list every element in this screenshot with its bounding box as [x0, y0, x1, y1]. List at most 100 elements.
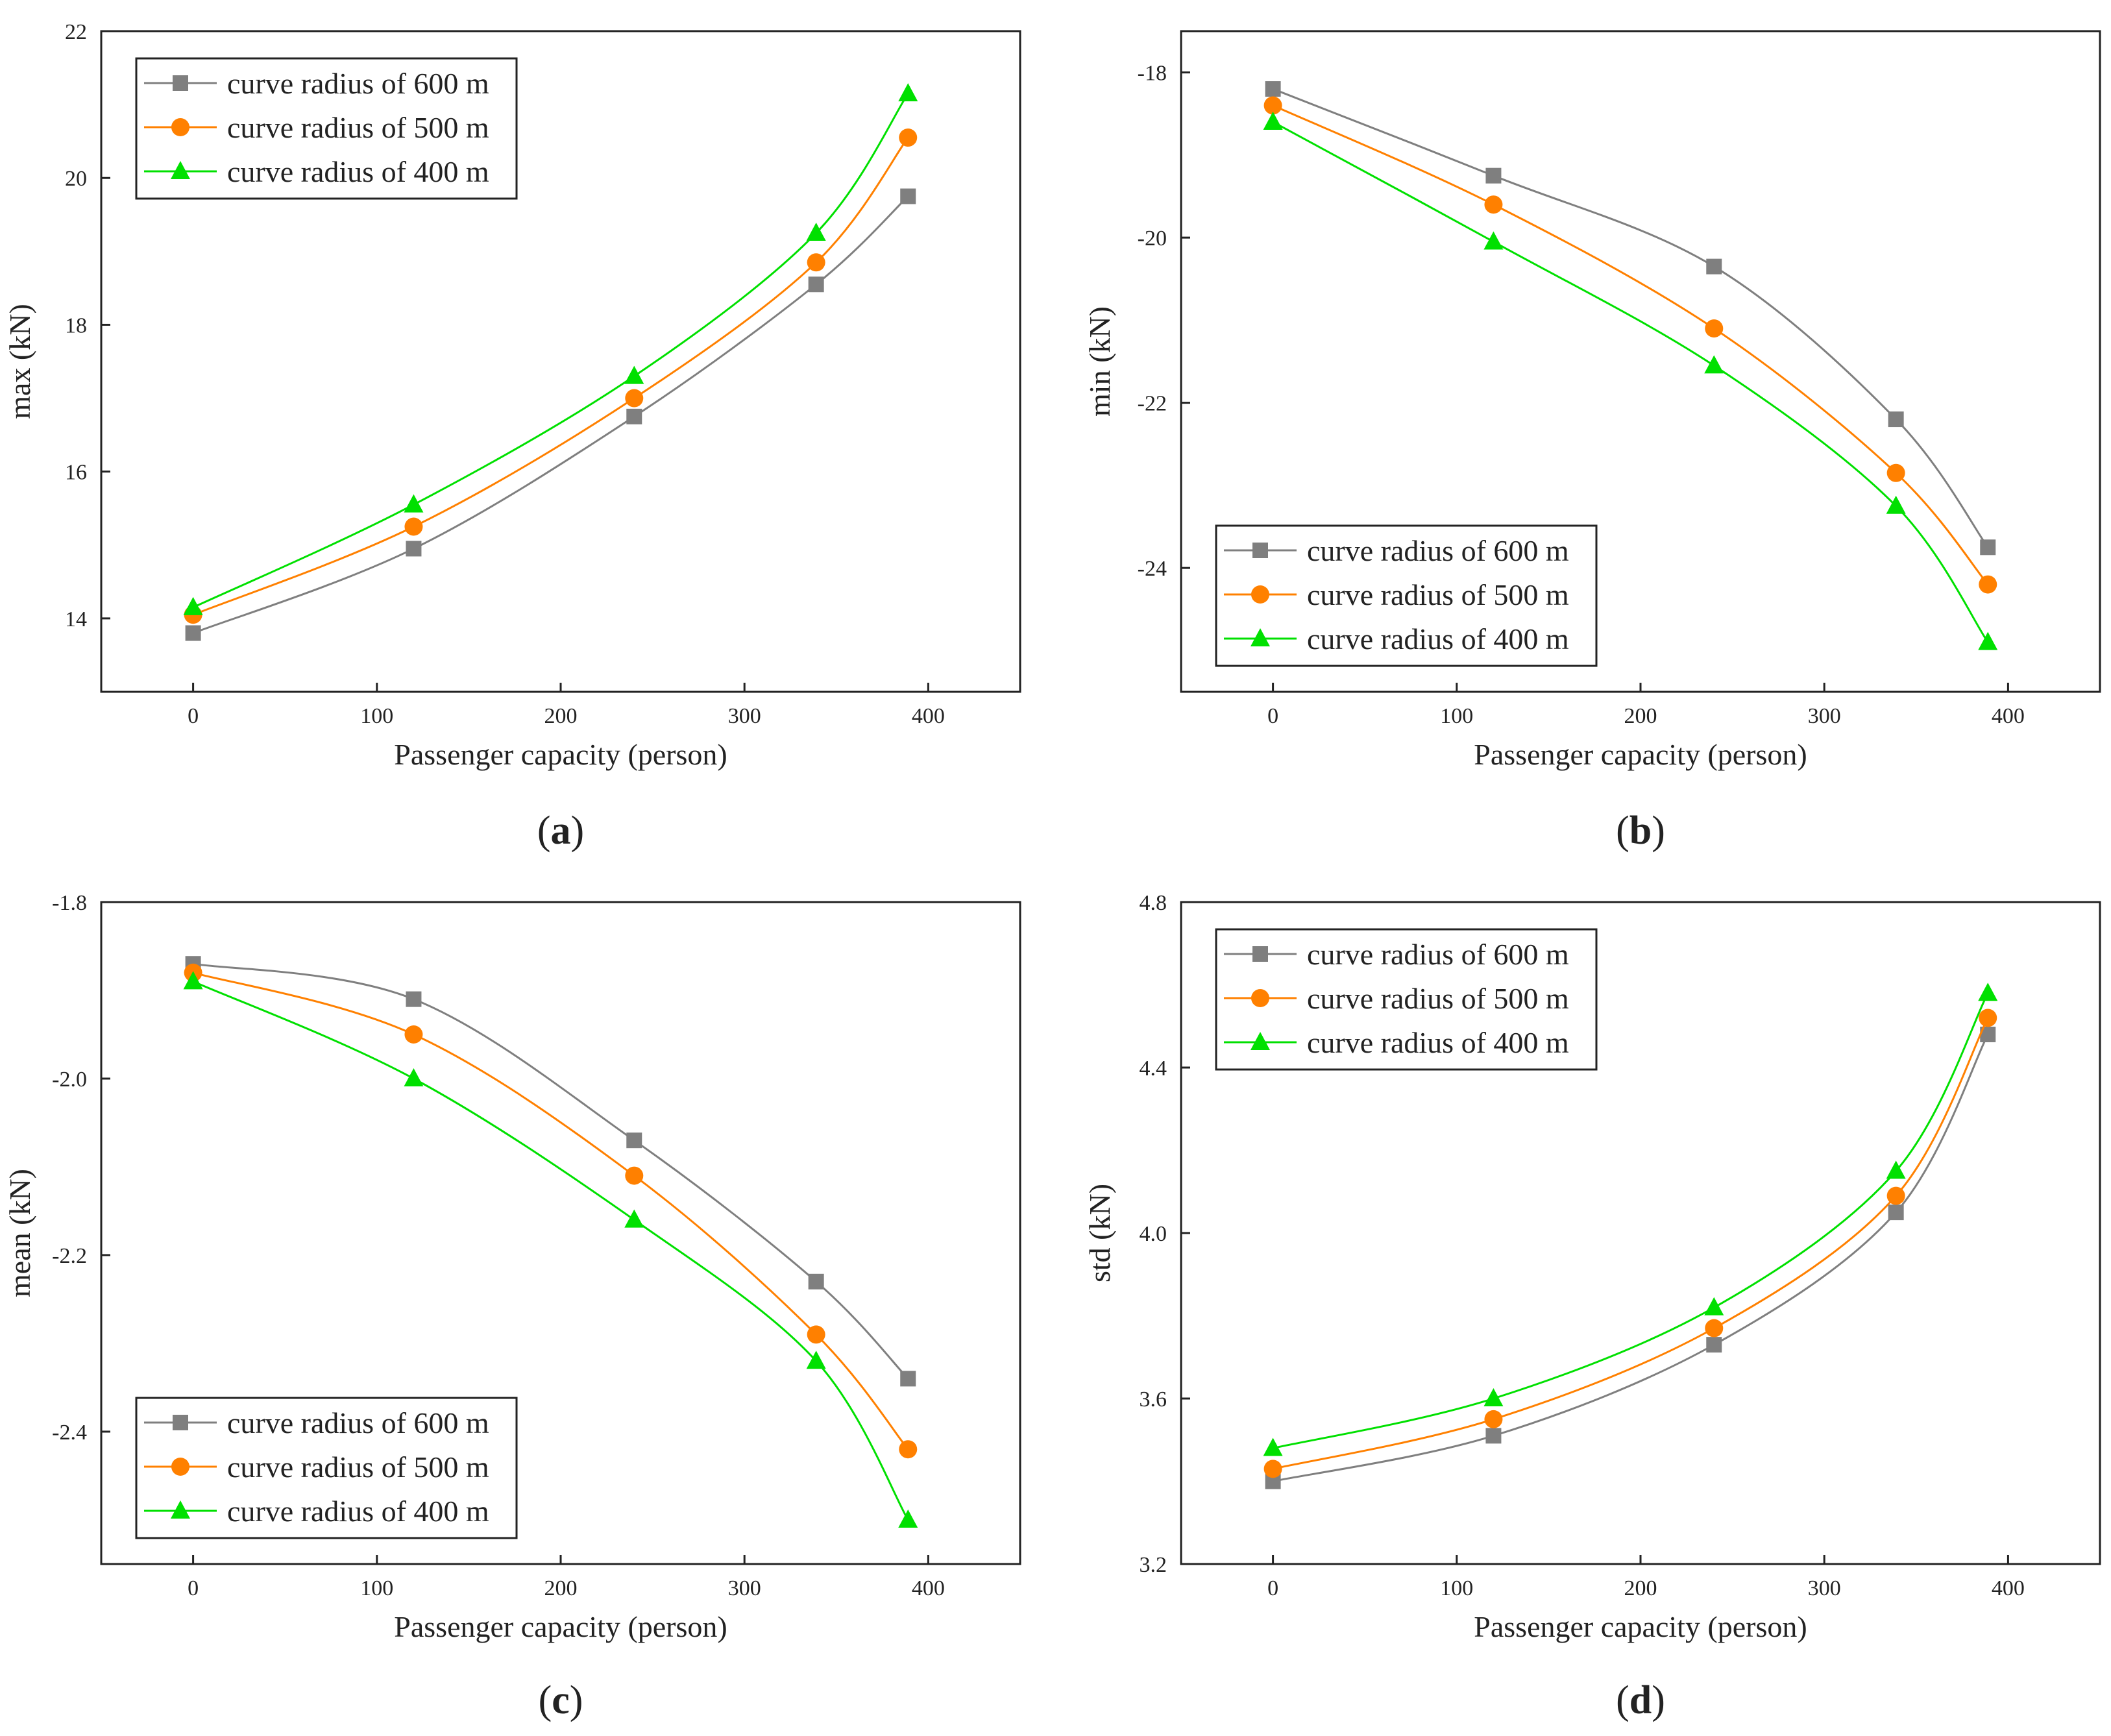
legend-label: curve radius of 600 m — [227, 1406, 489, 1439]
data-point — [807, 253, 825, 272]
data-point — [1886, 463, 1905, 482]
data-point — [1706, 258, 1722, 275]
data-point — [404, 1068, 424, 1086]
y-axis-label: std (kN) — [1083, 1184, 1116, 1282]
data-point — [806, 223, 826, 241]
data-point — [626, 1132, 642, 1149]
legend-label: curve radius of 600 m — [1307, 938, 1569, 971]
x-tick-label: 300 — [728, 1576, 761, 1600]
series-line-1 — [1273, 1034, 1989, 1482]
legend: curve radius of 600 m curve radius of 500… — [135, 1397, 518, 1539]
y-tick-label: 4.4 — [1140, 1057, 1167, 1081]
data-point — [1706, 1337, 1722, 1353]
data-point — [1485, 1428, 1502, 1444]
x-tick-label: 300 — [1808, 704, 1841, 728]
legend-marker — [171, 118, 189, 136]
legend-marker — [173, 1415, 188, 1430]
y-tick-label: 3.2 — [1140, 1553, 1167, 1577]
data-point — [1979, 575, 1997, 594]
legend-box — [1215, 524, 1598, 667]
data-point — [1483, 1388, 1504, 1406]
legend-marker — [1251, 1032, 1270, 1050]
x-tick-label: 400 — [1992, 704, 2025, 728]
data-point — [1705, 319, 1724, 338]
legend-label: curve radius of 500 m — [1307, 982, 1569, 1015]
x-axis-label: Passenger capacity (person) — [394, 738, 727, 771]
data-point — [806, 1351, 826, 1369]
legend-box — [1215, 928, 1598, 1071]
data-point — [1484, 1410, 1503, 1428]
x-tick-label: 0 — [1267, 1576, 1278, 1600]
legend-marker — [1251, 989, 1269, 1007]
data-point — [1886, 1160, 1906, 1179]
series-line-1 — [193, 195, 909, 634]
x-axis-label: Passenger capacity (person) — [1474, 738, 1807, 771]
panel-caption: (c) — [539, 1678, 583, 1722]
legend-marker — [1252, 543, 1268, 558]
x-tick-label: 100 — [360, 704, 393, 728]
data-point — [1485, 167, 1502, 184]
data-point — [404, 1025, 423, 1044]
chart-panel-c: 0 100 200 300 400 -2.4 -2.2 -2.0 -1.8 Passenger c… — [3, 891, 1021, 1722]
data-point — [1704, 355, 1724, 374]
legend-marker — [173, 75, 188, 91]
legend: curve radius of 600 m curve radius of 500… — [1215, 928, 1598, 1071]
data-point — [185, 625, 201, 641]
data-point — [404, 517, 423, 536]
series-line-2 — [193, 137, 909, 616]
x-tick-label: 200 — [1624, 1576, 1657, 1600]
data-point — [1979, 1009, 1997, 1027]
x-tick-label: 200 — [544, 704, 578, 728]
data-point — [1886, 1186, 1905, 1205]
data-point — [807, 1325, 825, 1344]
series-line-2 — [1272, 104, 1989, 585]
legend-label: curve radius of 600 m — [227, 67, 489, 100]
series-line-2 — [193, 972, 909, 1450]
x-tick-label: 100 — [360, 1576, 393, 1600]
x-tick-label: 0 — [188, 1576, 199, 1600]
data-point — [899, 128, 918, 147]
data-point — [404, 494, 424, 513]
legend-box — [135, 1397, 518, 1539]
legend-marker — [171, 161, 190, 179]
data-point — [900, 188, 916, 204]
y-axis-label: min (kN) — [1083, 306, 1116, 417]
data-point — [1886, 495, 1906, 514]
legend-label: curve radius of 500 m — [1307, 578, 1569, 611]
data-point — [183, 596, 203, 615]
x-tick-label: 200 — [1624, 704, 1657, 728]
series-line-2 — [1273, 1017, 1989, 1470]
series-line-1 — [1273, 88, 1989, 548]
x-axis-label: Passenger capacity (person) — [1474, 1610, 1807, 1643]
legend-label: curve radius of 400 m — [1307, 1026, 1569, 1059]
x-tick-label: 0 — [1267, 704, 1278, 728]
x-tick-label: 400 — [912, 704, 945, 728]
legend-label: curve radius of 500 m — [227, 111, 489, 144]
chart-panel-d: 0 100 200 300 400 3.2 3.6 4.0 4.4 4.8 Passenger ca… — [1083, 891, 2101, 1722]
data-point — [1263, 111, 1283, 130]
x-tick-label: 0 — [188, 704, 199, 728]
legend: curve radius of 600 m curve radius of 500… — [135, 57, 518, 200]
y-tick-label: -24 — [1138, 557, 1167, 581]
data-point — [900, 1371, 916, 1387]
data-point — [406, 541, 422, 557]
data-point — [625, 1166, 644, 1185]
panel-caption: (d) — [1616, 1678, 1665, 1722]
y-tick-label: 3.6 — [1140, 1388, 1167, 1412]
series-line-3 — [192, 93, 909, 609]
data-point — [625, 389, 644, 408]
y-tick-label: 20 — [65, 167, 87, 191]
data-point — [624, 1209, 644, 1228]
legend-box — [135, 57, 518, 200]
data-point — [624, 365, 644, 384]
x-tick-label: 100 — [1440, 704, 1473, 728]
x-tick-label: 400 — [912, 1576, 945, 1600]
data-point — [1265, 81, 1281, 97]
y-tick-label: -1.8 — [52, 891, 87, 915]
y-tick-label: -2.0 — [52, 1068, 87, 1092]
data-point — [808, 276, 824, 293]
legend-label: curve radius of 400 m — [227, 1495, 489, 1528]
data-point — [898, 83, 918, 102]
data-point — [808, 1273, 824, 1290]
